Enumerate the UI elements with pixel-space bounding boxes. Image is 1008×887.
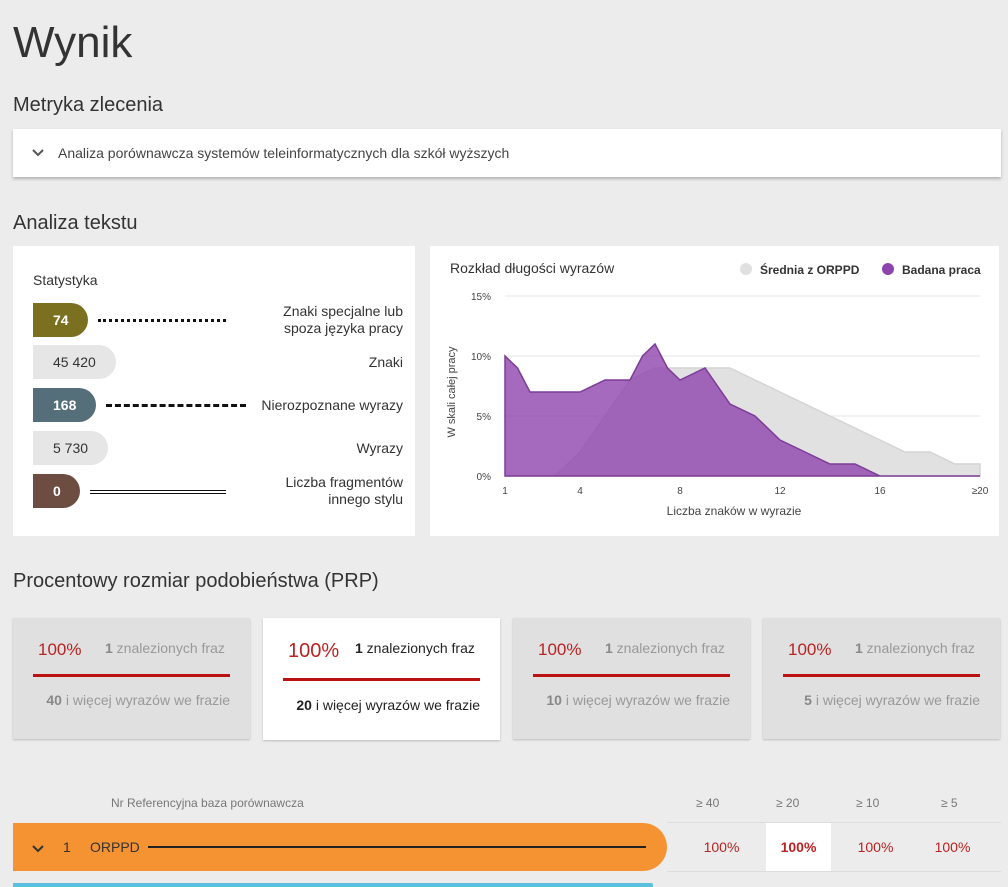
prp-bar <box>33 674 230 677</box>
prp-percent: 100% <box>788 640 832 659</box>
prp-words: 5 i więcej wyrazów we frazie <box>804 692 980 708</box>
stat-label: Liczba fragmentów innego stylu <box>285 474 403 507</box>
prp-found: 1 znalezionych fraz <box>605 640 725 656</box>
x-tick-label: 1 <box>502 486 508 497</box>
double-line <box>90 490 226 494</box>
stats-card: Statystyka 74 Znaki specjalne lub spoza … <box>13 246 415 536</box>
stat-label: Znaki specjalne lub spoza języka pracy <box>283 303 403 336</box>
stats-label: Statystyka <box>33 272 98 288</box>
row-line <box>148 846 646 848</box>
stat-value: 5 730 <box>33 431 108 465</box>
page-title: Wynik <box>13 18 133 67</box>
chevron-down-icon[interactable] <box>31 841 45 855</box>
x-axis-label: Liczba znaków w wyrazie <box>667 504 802 518</box>
stat-row-chars: 45 420 Znaki <box>33 345 403 379</box>
stat-value: 168 <box>33 388 96 422</box>
stat-value: 0 <box>33 474 80 508</box>
prp-found: 1 znalezionych fraz <box>355 640 475 656</box>
prp-percent: 100% <box>288 640 340 662</box>
legend-dot-orppd <box>740 263 752 275</box>
section-title-metric: Metryka zlecenia <box>13 94 164 116</box>
table-head-ref: Nr Referencyjna baza porównawcza <box>111 796 304 810</box>
chevron-down-icon[interactable] <box>32 146 46 160</box>
legend-label-work: Badana praca <box>902 263 981 277</box>
prp-bar <box>783 674 980 677</box>
prp-percent: 100% <box>538 640 582 659</box>
prp-found: 1 znalezionych fraz <box>105 640 225 656</box>
row-name: ORPPD <box>90 839 140 855</box>
stat-label: Nierozpoznane wyrazy <box>261 396 403 413</box>
area-work <box>504 342 980 477</box>
prp-bar <box>533 674 730 677</box>
x-tick-label: 8 <box>677 486 683 497</box>
x-tick-label: 12 <box>774 486 786 497</box>
stat-row-words: 5 730 Wyrazy <box>33 431 403 465</box>
y-axis-label: W skali całej pracy <box>446 346 458 438</box>
metric-title: Analiza porównawcza systemów teleinforma… <box>58 145 510 161</box>
row-cell-5[interactable]: 100% <box>934 839 971 855</box>
stat-row-special-chars: 74 Znaki specjalne lub spoza języka prac… <box>33 303 403 337</box>
legend-dot-work <box>882 263 894 275</box>
word-length-chart: Rozkład długości wyrazów Średnia z ORPPD… <box>446 260 989 518</box>
stat-row-unrecognized: 168 Nierozpoznane wyrazy <box>33 388 403 422</box>
table-head-5[interactable]: ≥ 5 <box>941 796 958 810</box>
x-tick-label: 4 <box>577 486 583 497</box>
prp-card-5[interactable]: 100% 1 znalezionych fraz 5 i więcej wyra… <box>763 618 1000 739</box>
row-number: 1 <box>63 839 71 855</box>
stat-value: 45 420 <box>33 345 116 379</box>
dotted-line <box>98 319 226 322</box>
chart-title: Rozkład długości wyrazów <box>450 260 615 276</box>
prp-card-10[interactable]: 100% 1 znalezionych fraz 10 i więcej wyr… <box>513 618 750 739</box>
y-tick-label: 0% <box>477 472 492 483</box>
row-cell-20[interactable]: 100% <box>766 823 831 871</box>
stat-row-style-fragments: 0 Liczba fragmentów innego stylu <box>33 474 403 508</box>
prp-card-40[interactable]: 100% 1 znalezionych fraz 40 i więcej wyr… <box>13 618 250 739</box>
next-row-bar <box>13 883 653 887</box>
x-tick-label: 16 <box>874 486 886 497</box>
stat-label: Znaki <box>368 353 403 370</box>
table-head-40[interactable]: ≥ 40 <box>696 796 720 810</box>
row-cell-10[interactable]: 100% <box>857 839 894 855</box>
y-tick-label: 5% <box>477 412 492 423</box>
word-length-chart-card: Rozkład długości wyrazów Średnia z ORPPD… <box>430 246 999 536</box>
x-tick-label: ≥20 <box>972 486 989 497</box>
prp-bar <box>283 678 480 681</box>
table-row-border <box>667 822 1001 872</box>
dashed-line <box>106 404 246 407</box>
legend-label-orppd: Średnia z ORPPD <box>760 262 860 277</box>
table-head-20[interactable]: ≥ 20 <box>776 796 800 810</box>
prp-words: 10 i więcej wyrazów we frazie <box>546 692 730 708</box>
prp-percent: 100% <box>38 640 82 659</box>
y-tick-label: 10% <box>471 352 491 363</box>
section-title-prp: Procentowy rozmiar podobieństwa (PRP) <box>13 570 379 592</box>
prp-words: 20 i więcej wyrazów we frazie <box>296 697 480 713</box>
y-tick-label: 15% <box>471 292 491 303</box>
stat-label: Wyrazy <box>356 439 403 456</box>
prp-found: 1 znalezionych fraz <box>855 640 975 656</box>
metric-card[interactable]: Analiza porównawcza systemów teleinforma… <box>13 129 1001 177</box>
stat-value: 74 <box>33 303 88 337</box>
section-title-analysis: Analiza tekstu <box>13 212 138 234</box>
table-row[interactable]: 1 ORPPD 100% 100% 100% 100% <box>13 823 1001 871</box>
prp-words: 40 i więcej wyrazów we frazie <box>46 692 230 708</box>
row-cell-40[interactable]: 100% <box>703 839 740 855</box>
prp-card-20[interactable]: 100% 1 znalezionych fraz 20 i więcej wyr… <box>263 618 500 740</box>
table-head-10[interactable]: ≥ 10 <box>856 796 880 810</box>
